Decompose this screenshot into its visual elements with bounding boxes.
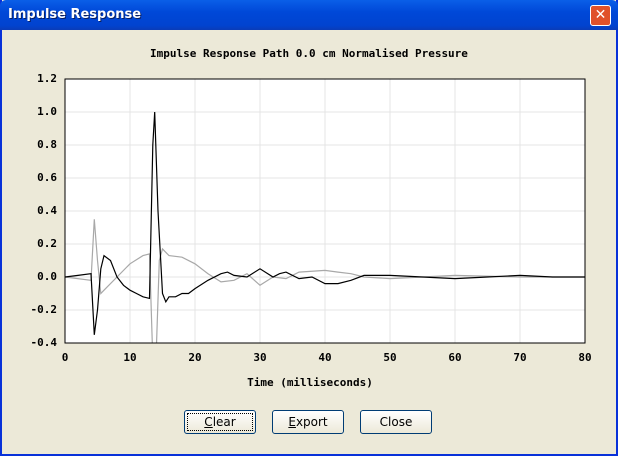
x-tick-label: 20 <box>188 351 201 364</box>
export-button[interactable]: Export <box>272 410 344 434</box>
y-tick-label: 0.6 <box>37 171 57 184</box>
x-tick-label: 0 <box>62 351 69 364</box>
y-tick-label: 0.8 <box>37 138 57 151</box>
y-tick-label: 0.4 <box>37 204 57 217</box>
data-line <box>65 111 585 335</box>
close-icon[interactable]: ✕ <box>590 5 611 26</box>
title-bar: Impulse Response <box>0 0 618 30</box>
x-tick-label: 30 <box>253 351 266 364</box>
x-tick-label: 60 <box>448 351 461 364</box>
y-tick-label: -0.2 <box>31 303 58 316</box>
y-tick-label: 0.2 <box>37 237 57 250</box>
x-tick-label: 50 <box>383 351 396 364</box>
y-tick-label: 1.2 <box>37 72 57 85</box>
x-tick-label: 80 <box>578 351 591 364</box>
chart-title: Impulse Response Path 0.0 cm Normalised … <box>150 47 468 60</box>
plot-border <box>64 78 586 344</box>
data-line <box>65 219 585 343</box>
x-tick-label: 40 <box>318 351 331 364</box>
x-axis-label: Time (milliseconds) <box>247 376 373 389</box>
window-title: Impulse Response <box>8 7 142 22</box>
y-tick-label: 0.0 <box>37 270 57 283</box>
close-button[interactable]: Close <box>360 410 432 434</box>
x-tick-label: 70 <box>513 351 526 364</box>
x-tick-label: 10 <box>123 351 136 364</box>
clear-button[interactable]: Clear <box>184 410 256 434</box>
y-tick-label: 1.0 <box>37 105 57 118</box>
y-tick-label: -0.4 <box>31 336 58 349</box>
